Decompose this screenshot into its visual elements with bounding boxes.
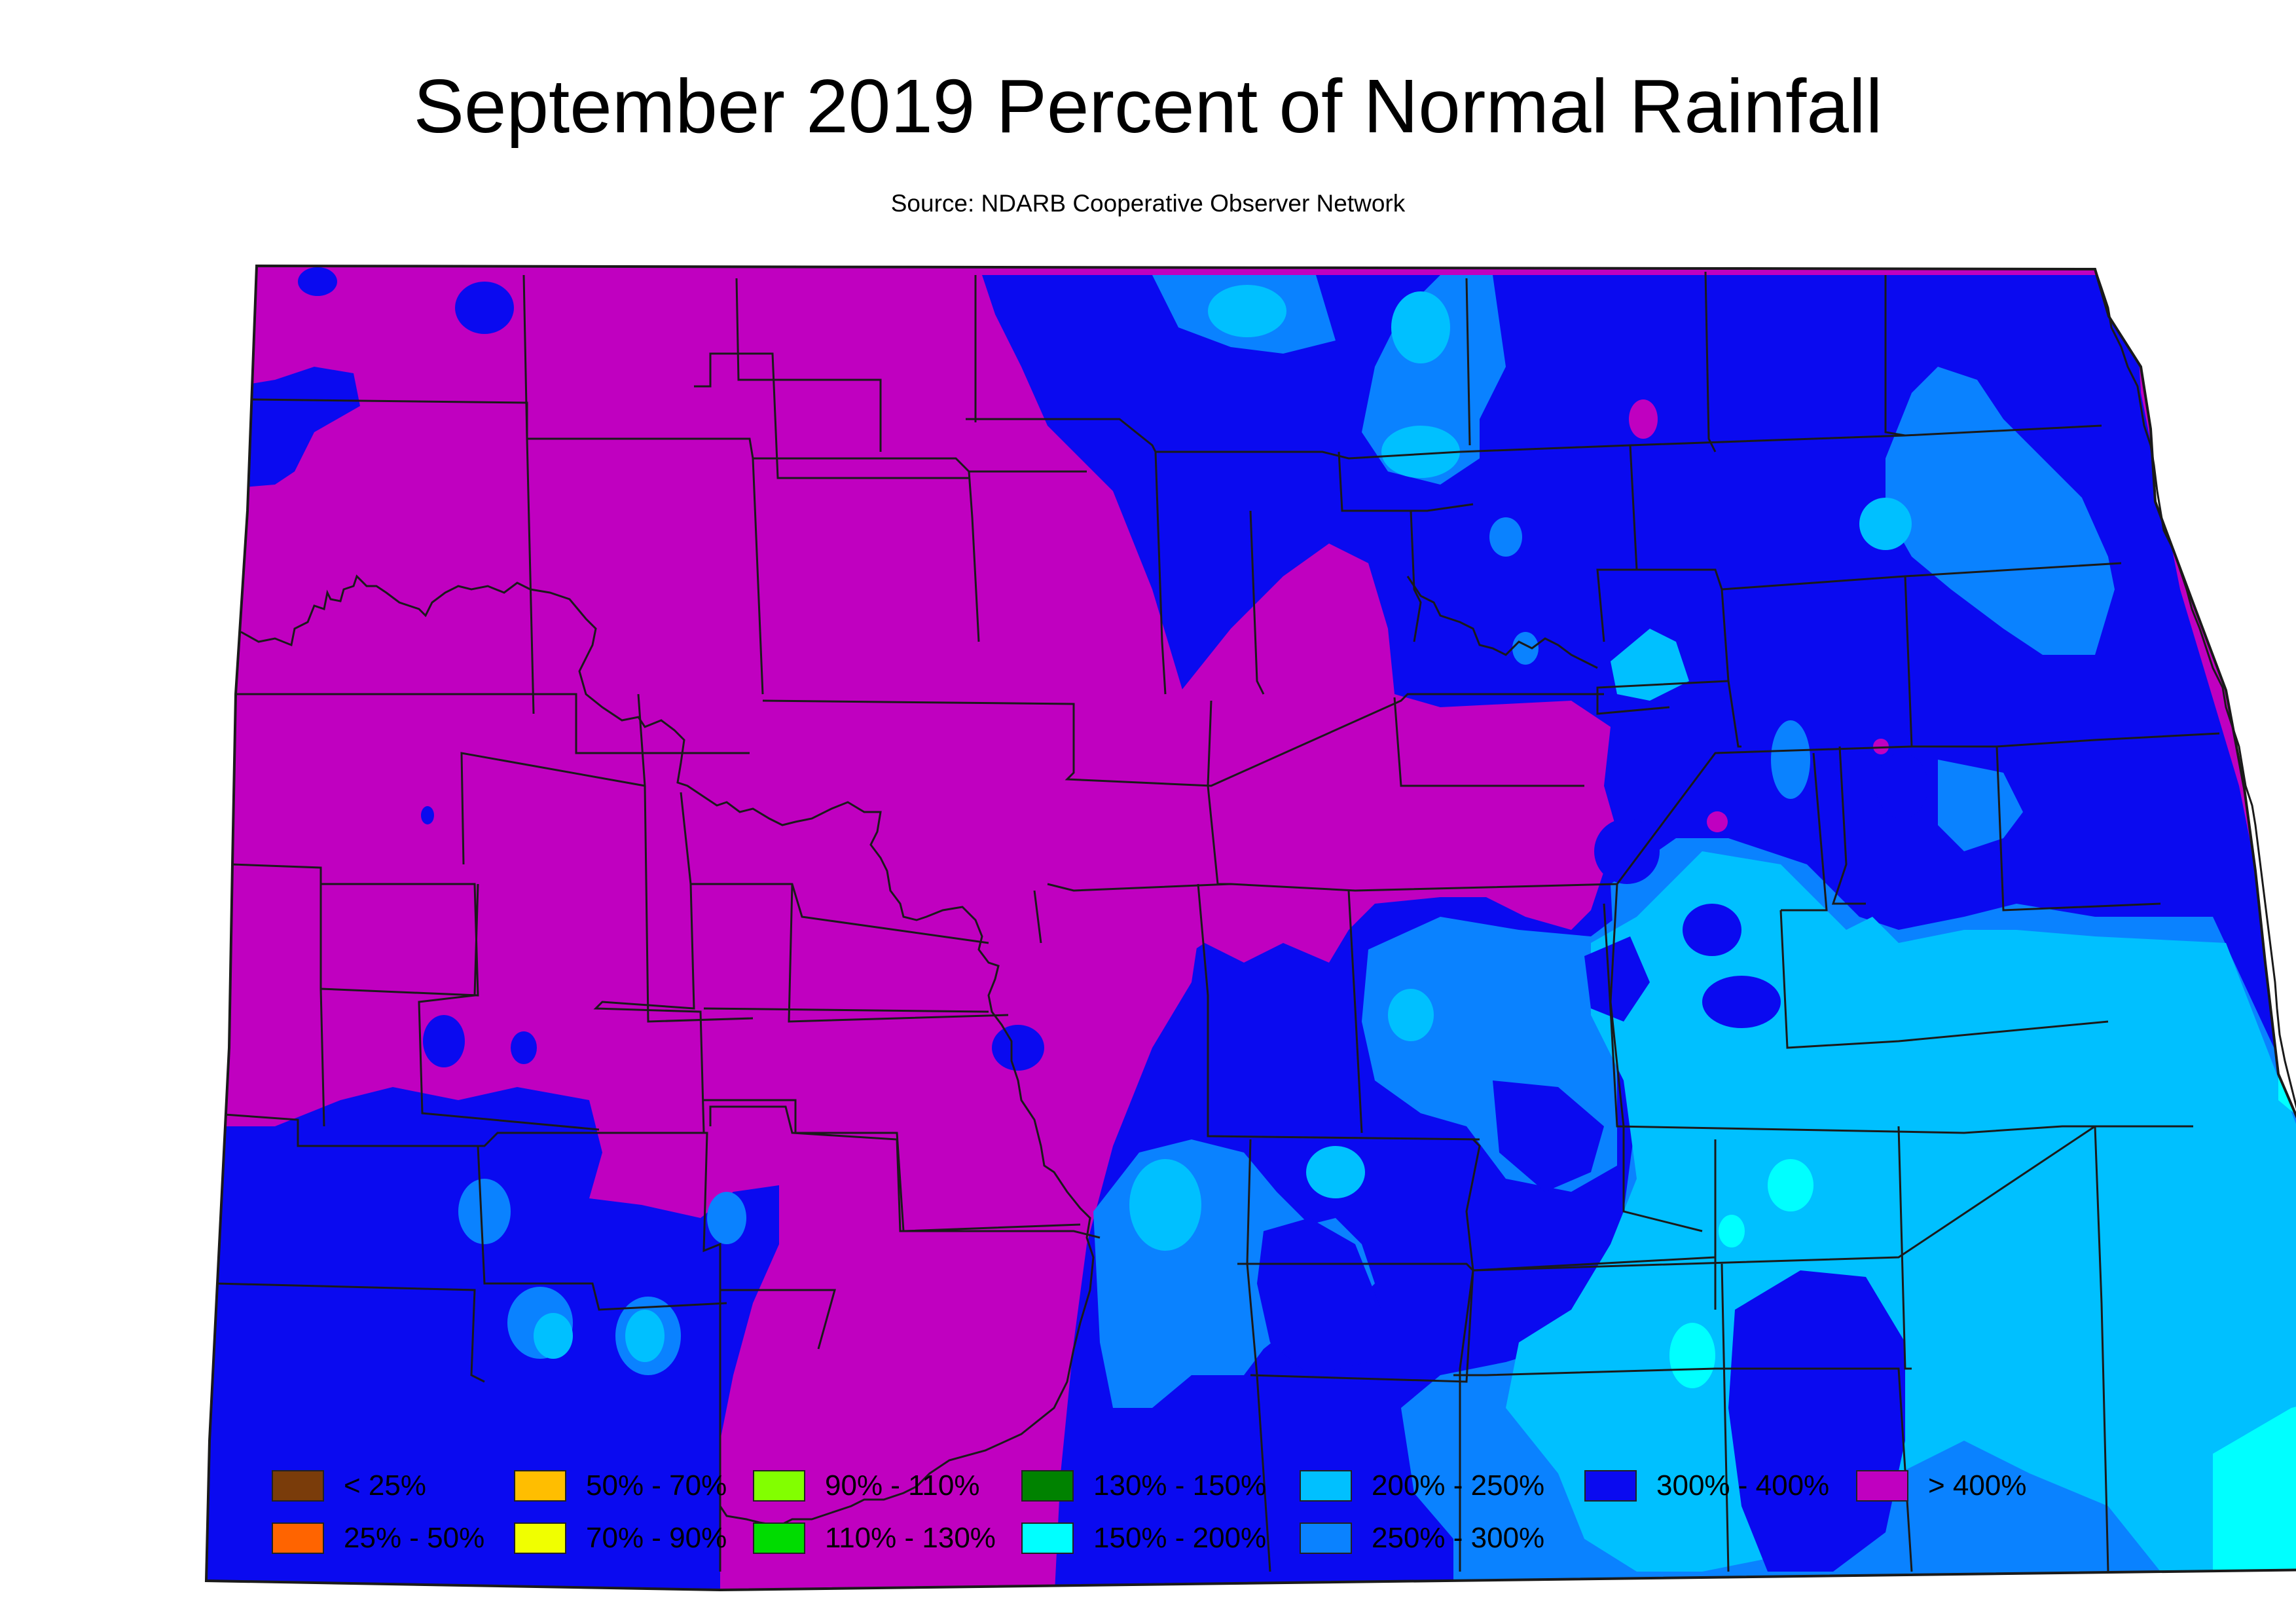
legend-label: 70% - 90% — [586, 1522, 727, 1554]
legend-swatch — [1856, 1470, 1908, 1502]
legend-label: 250% - 300% — [1372, 1522, 1545, 1554]
legend-label: > 400% — [1928, 1469, 2027, 1502]
spot-sw-2 — [511, 1031, 537, 1064]
map-subtitle: Source: NDARB Cooperative Observer Netwo… — [890, 190, 1406, 217]
map-title: September 2019 Percent of Normal Rainfal… — [413, 64, 1883, 149]
region-gt400-dome — [1080, 544, 1617, 1048]
spot-purple-ne — [1629, 399, 1658, 439]
region-300-400-spots — [1257, 753, 1928, 1572]
devils-lake-river — [1406, 576, 1598, 669]
spot-purple-e1 — [1707, 811, 1728, 832]
legend-swatch — [753, 1522, 805, 1554]
spot-nw-2 — [455, 282, 514, 334]
legend-swatch — [1300, 1470, 1352, 1502]
legend-swatch — [1584, 1470, 1637, 1502]
legend-swatch — [1021, 1522, 1074, 1554]
legend-label: 200% - 250% — [1372, 1469, 1545, 1502]
spot-sw-1 — [423, 1015, 465, 1067]
county-lines — [206, 271, 2220, 1572]
legend-swatch — [272, 1522, 324, 1554]
legend-label: 50% - 70% — [586, 1469, 727, 1502]
rainfall-fill — [206, 266, 2296, 1590]
legend-label: 150% - 200% — [1093, 1522, 1267, 1554]
spot-nw-1 — [298, 267, 337, 296]
legend-label: 300% - 400% — [1656, 1469, 1830, 1502]
legend-label: 90% - 110% — [825, 1469, 980, 1502]
legend-swatch — [514, 1522, 566, 1554]
legend-label: 110% - 130% — [825, 1522, 996, 1554]
region-300-400-sw — [206, 1087, 779, 1590]
legend-swatch — [753, 1470, 805, 1502]
legend-label: 130% - 150% — [1093, 1469, 1267, 1502]
legend-label: 25% - 50% — [344, 1522, 485, 1554]
spot-w-1 — [421, 806, 434, 824]
state-outline — [204, 264, 2296, 1592]
spot-c-1 — [992, 1025, 1044, 1071]
spot-purple-e2 — [1873, 739, 1889, 754]
legend-swatch — [1300, 1522, 1352, 1554]
legend-label: < 25% — [344, 1469, 426, 1502]
legend-swatch — [514, 1470, 566, 1502]
legend-swatch — [1021, 1470, 1074, 1502]
legend-swatch — [272, 1470, 324, 1502]
missouri-river — [240, 574, 1095, 1527]
